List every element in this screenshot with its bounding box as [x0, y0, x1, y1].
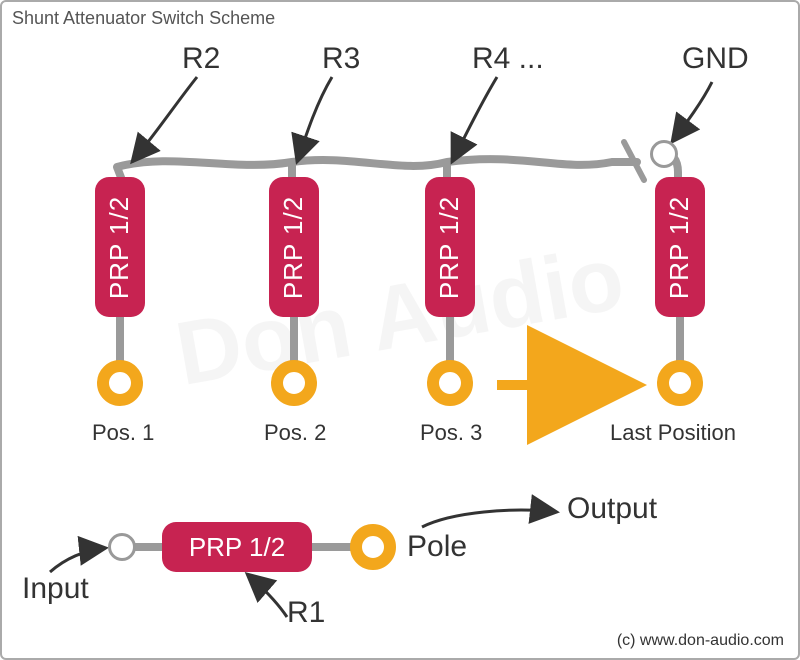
- resistor-pos3: PRP 1/2: [425, 177, 475, 317]
- resistor-last: PRP 1/2: [655, 177, 705, 317]
- label-r3: R3: [322, 42, 360, 76]
- label-pos3: Pos. 3: [420, 420, 482, 446]
- credit-text: (c) www.don-audio.com: [617, 632, 784, 650]
- gnd-node-icon: [650, 140, 678, 168]
- label-pos1: Pos. 1: [92, 420, 154, 446]
- diagram-frame: Shunt Attenuator Switch Scheme Don Audio: [0, 0, 800, 660]
- contact-ring-pos2: [271, 360, 317, 406]
- label-gnd: GND: [682, 42, 749, 76]
- resistor-pos1-text: PRP 1/2: [105, 195, 136, 298]
- resistor-r1: PRP 1/2: [162, 522, 312, 572]
- label-r4: R4 ...: [472, 42, 544, 76]
- watermark: Don Audio: [169, 227, 632, 407]
- resistor-pos2: PRP 1/2: [269, 177, 319, 317]
- resistor-pos2-text: PRP 1/2: [279, 195, 310, 298]
- contact-ring-last: [657, 360, 703, 406]
- resistor-pos3-text: PRP 1/2: [435, 195, 466, 298]
- label-output: Output: [567, 492, 657, 526]
- label-pos2: Pos. 2: [264, 420, 326, 446]
- resistor-pos1: PRP 1/2: [95, 177, 145, 317]
- label-r2: R2: [182, 42, 220, 76]
- input-node-icon: [108, 533, 136, 561]
- label-pole: Pole: [407, 530, 467, 564]
- label-input: Input: [22, 572, 89, 606]
- label-r1: R1: [287, 596, 325, 630]
- contact-ring-pos1: [97, 360, 143, 406]
- contact-ring-pos3: [427, 360, 473, 406]
- resistor-last-text: PRP 1/2: [665, 195, 696, 298]
- wires-overlay: [2, 2, 800, 660]
- diagram-title: Shunt Attenuator Switch Scheme: [12, 8, 275, 29]
- pole-ring: [350, 524, 396, 570]
- label-last: Last Position: [610, 420, 736, 446]
- resistor-r1-text: PRP 1/2: [189, 532, 285, 563]
